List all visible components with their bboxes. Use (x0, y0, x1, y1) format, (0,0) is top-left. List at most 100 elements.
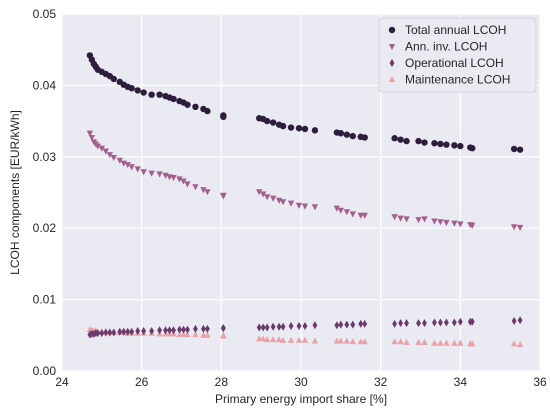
data-point (263, 117, 271, 125)
data-point (103, 328, 109, 337)
legend-marker (388, 43, 396, 51)
data-point (170, 95, 177, 103)
data-point (443, 339, 450, 346)
legend: Total annual LCOH Ann. inv. LCOH Operation… (378, 17, 537, 93)
data-point (443, 141, 450, 148)
data-point (170, 174, 177, 182)
data-point (148, 91, 155, 98)
data-point (361, 212, 368, 219)
data-point (140, 89, 147, 96)
data-point (301, 336, 309, 343)
y-tick-label: 0.02 (33, 221, 57, 235)
data-point (111, 328, 117, 337)
data-point (121, 327, 127, 336)
data-point (516, 146, 524, 153)
data-point (349, 211, 356, 218)
x-axis-label: Primary energy import share [%] (215, 392, 387, 406)
data-point (334, 321, 340, 330)
data-point (156, 171, 163, 178)
data-point (295, 202, 303, 209)
data-point (287, 336, 295, 343)
data-point (184, 331, 191, 338)
data-point (193, 324, 198, 333)
legend-marker (388, 75, 396, 83)
data-point (451, 339, 458, 346)
data-point (311, 127, 319, 134)
data-point (134, 166, 141, 173)
data-point (349, 132, 356, 140)
data-point (135, 327, 141, 336)
data-point (185, 325, 190, 334)
data-point (431, 339, 438, 346)
data-point (333, 205, 341, 212)
data-point (457, 221, 464, 228)
data-point (296, 322, 302, 331)
data-point (98, 145, 106, 152)
legend-marker (389, 59, 395, 67)
data-point (102, 148, 110, 155)
data-point (338, 320, 344, 329)
data-point (301, 125, 309, 133)
data-point (110, 75, 117, 83)
data-point (510, 145, 518, 153)
data-point (392, 319, 398, 328)
x-tick-label: 26 (135, 375, 149, 389)
data-point (457, 339, 464, 346)
data-point (141, 327, 147, 336)
data-point (469, 317, 475, 326)
x-tick-label: 32 (374, 375, 388, 389)
data-point (181, 325, 186, 334)
data-point (256, 323, 262, 332)
data-point (438, 318, 443, 327)
data-point (220, 113, 227, 121)
data-point (421, 216, 428, 223)
data-point (255, 189, 263, 196)
data-point (397, 215, 404, 222)
data-point (270, 322, 276, 331)
data-point (110, 154, 117, 162)
data-point (264, 323, 270, 332)
y-tick-label: 0.03 (33, 150, 57, 164)
data-point (280, 322, 286, 331)
data-point (140, 169, 147, 176)
data-point (421, 139, 428, 146)
data-point (156, 91, 163, 98)
x-tick-labels: 24 26 28 30 32 34 36 (55, 375, 547, 389)
data-point (95, 329, 101, 338)
legend-label: Maintenance LCOH (405, 73, 510, 87)
data-point (128, 85, 135, 92)
data-point (337, 130, 345, 137)
data-point (362, 319, 368, 328)
data-point (350, 320, 356, 329)
data-point (451, 318, 457, 327)
data-point (129, 327, 135, 336)
data-point (469, 340, 476, 347)
data-point (415, 217, 422, 224)
data-point (344, 320, 350, 329)
data-point (510, 340, 518, 347)
data-point (171, 326, 176, 335)
x-tick-label: 36 (533, 375, 547, 389)
data-point (343, 337, 351, 344)
data-point (349, 338, 356, 345)
data-point (416, 319, 421, 328)
x-tick-label: 34 (454, 375, 468, 389)
legend-box (378, 17, 537, 93)
x-tick-label: 28 (215, 375, 229, 389)
data-point (288, 322, 294, 331)
data-point (269, 195, 277, 202)
legend-label: Ann. inv. LCOH (405, 40, 487, 54)
data-point (260, 323, 266, 332)
data-point (343, 131, 351, 138)
data-point (204, 107, 211, 115)
data-point (116, 157, 123, 164)
data-point (177, 325, 182, 334)
data-point (301, 203, 309, 210)
data-point (457, 142, 464, 150)
data-point (403, 137, 410, 145)
data-point (263, 194, 271, 201)
data-point (511, 317, 517, 326)
data-point (391, 338, 398, 345)
data-point (404, 319, 409, 328)
data-point (107, 328, 113, 337)
